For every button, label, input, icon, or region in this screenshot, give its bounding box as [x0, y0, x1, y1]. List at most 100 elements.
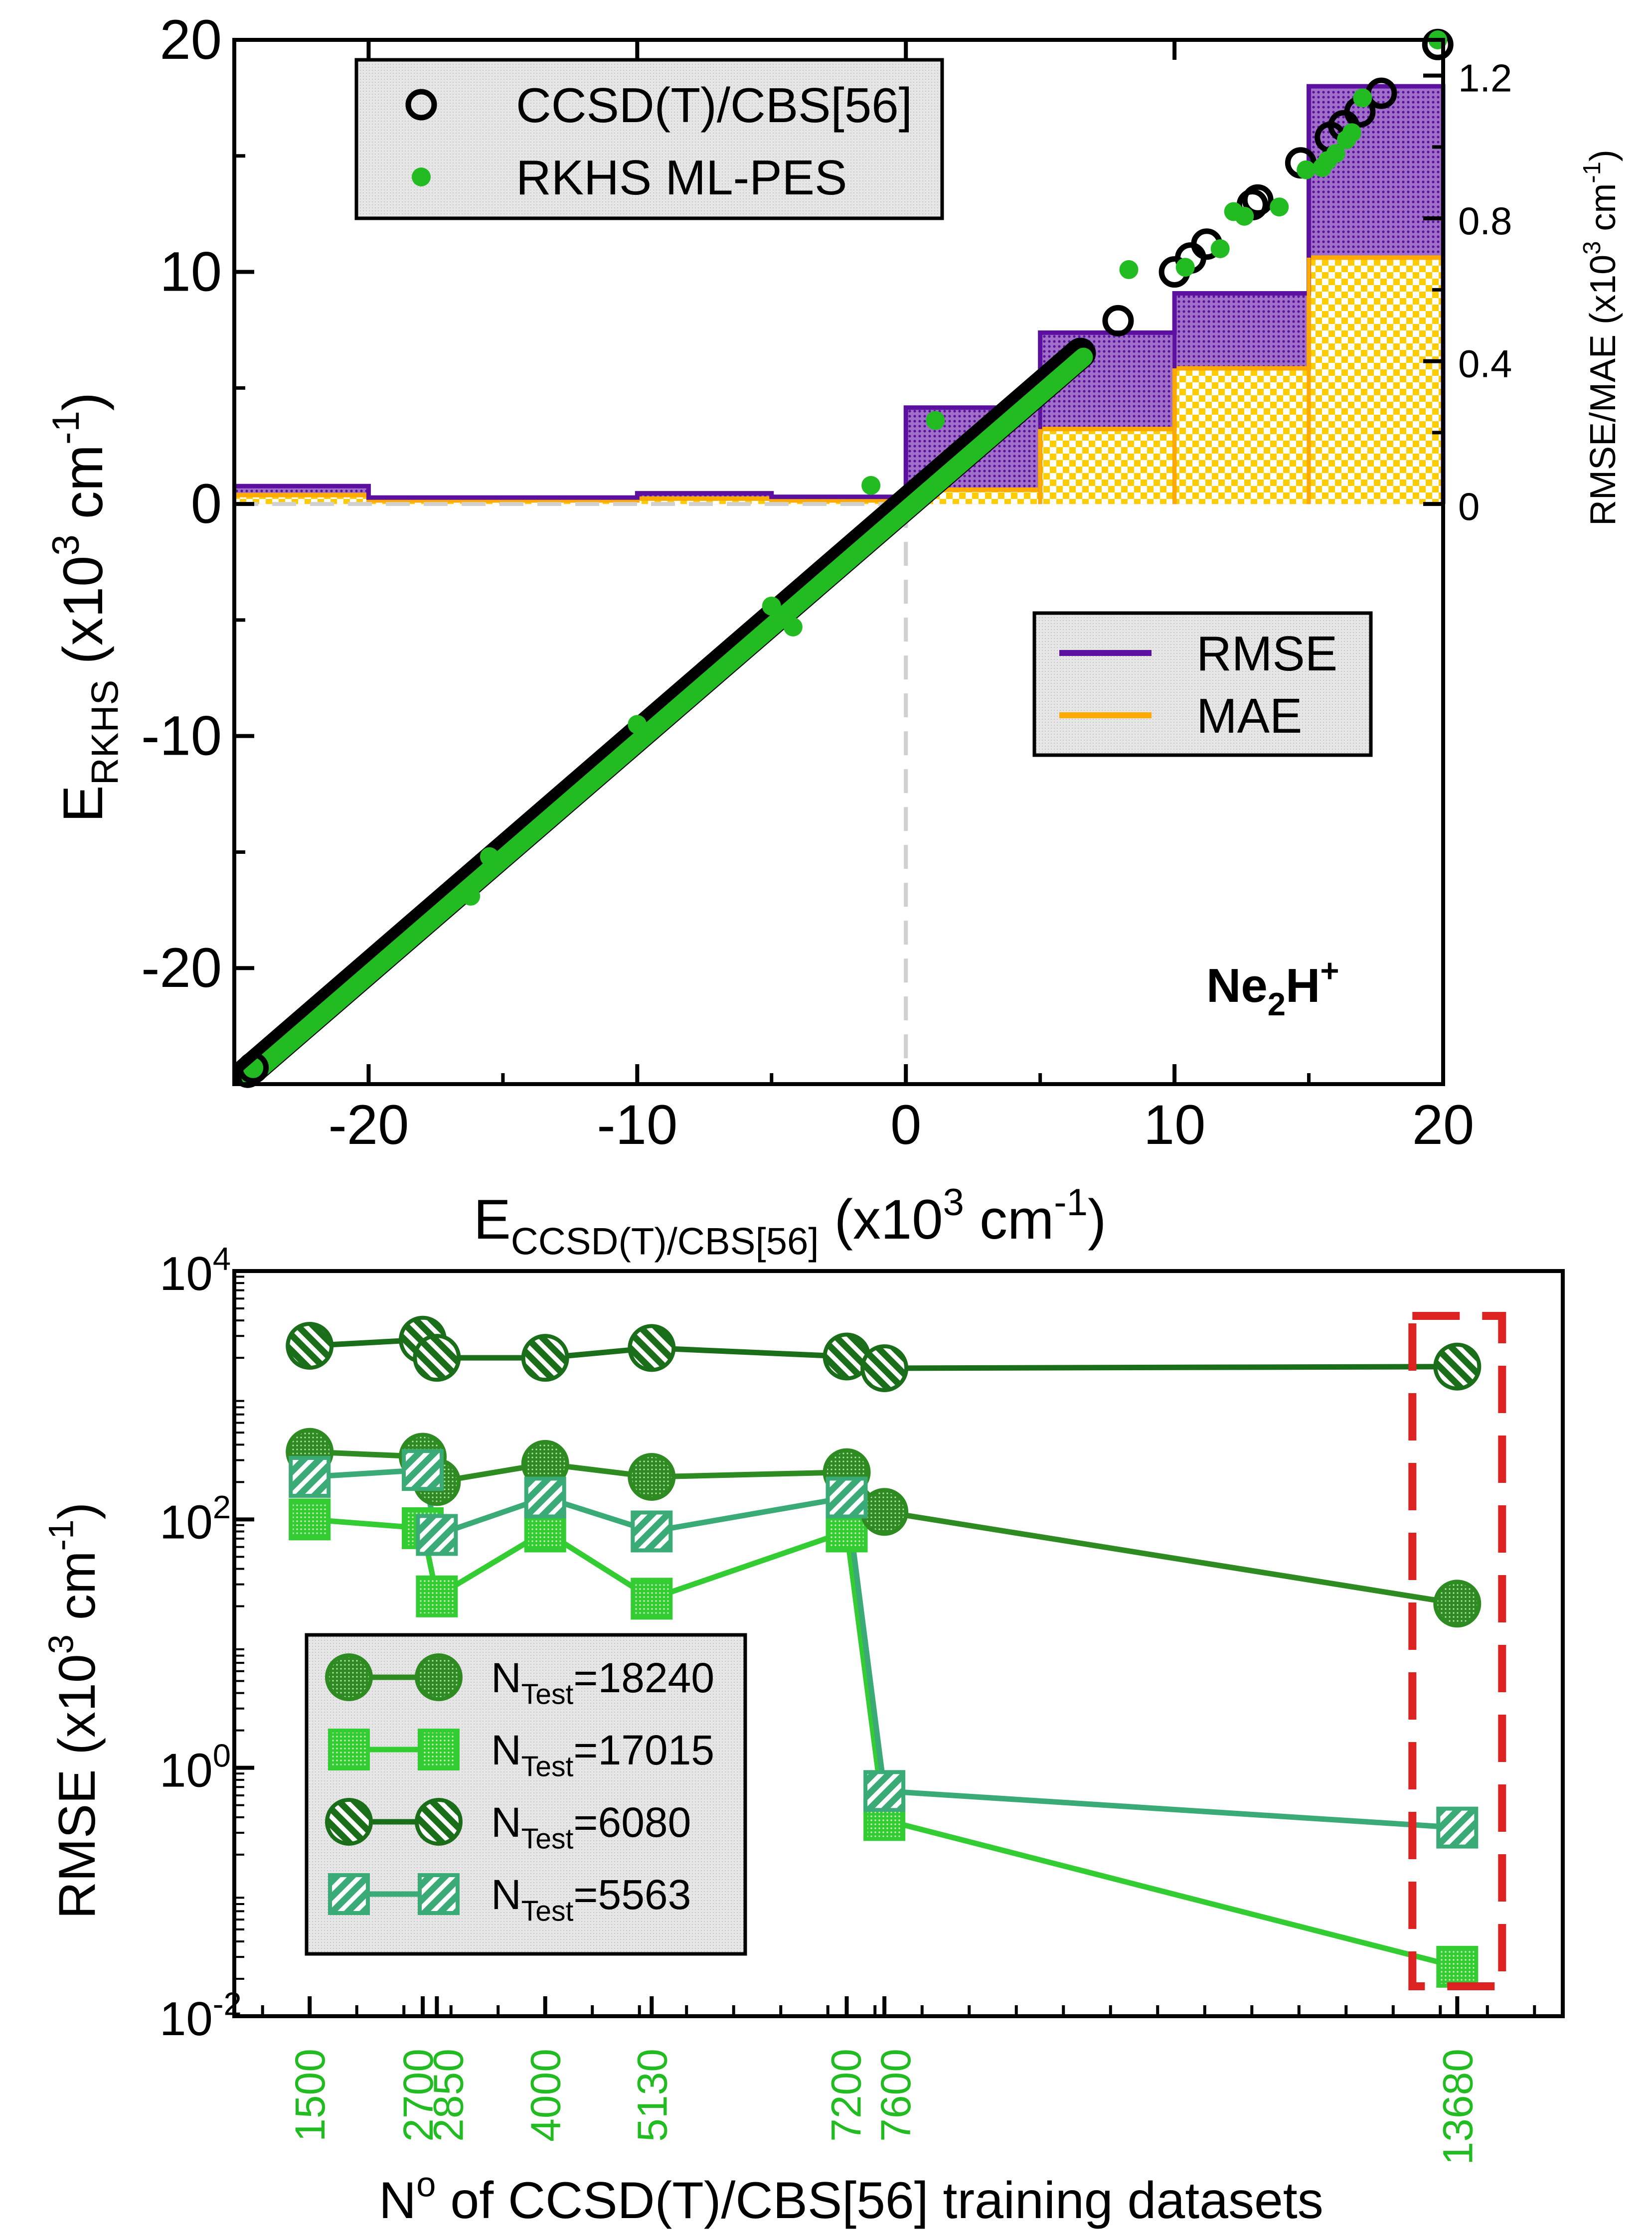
legend-marker: [325, 1798, 373, 1846]
legend-marker: [328, 1873, 370, 1915]
ml-point: [1297, 160, 1316, 179]
ml-point: [1353, 88, 1372, 108]
legend-label: NTest=5563: [491, 1871, 691, 1927]
series-marker: [860, 1488, 909, 1536]
ml-point: [1326, 144, 1345, 163]
ref-point: [237, 1052, 269, 1084]
ml-point: [1119, 260, 1139, 279]
series-marker: [826, 1476, 868, 1519]
legend-mae-label: MAE: [1196, 688, 1302, 743]
legend-label: NTest=18240: [491, 1654, 714, 1711]
y-tick-label: 10-2: [160, 1986, 242, 2046]
ml-point: [480, 847, 499, 866]
x-tick-label: -20: [329, 1094, 409, 1156]
y2-tick-label: 0: [1458, 484, 1480, 528]
bottom-plot-frame: [232, 1269, 1565, 2018]
series-marker: [402, 1449, 444, 1491]
series-marker: [1436, 1806, 1479, 1849]
series-marker: [628, 1324, 676, 1372]
y-tick-label: -10: [141, 705, 222, 767]
y-tick-label: 0: [191, 473, 222, 535]
ref-point: [1242, 184, 1274, 216]
series-marker: [631, 1578, 673, 1620]
ml-point: [1342, 123, 1361, 143]
series-marker: [524, 1510, 566, 1553]
ml-point: [1270, 197, 1289, 217]
x-category-label: 13680: [1434, 2049, 1481, 2165]
x-axis-label: No of CCSD(T)/CBS[56] training datasets: [379, 2164, 1323, 2230]
y-tick-label: -20: [141, 937, 222, 999]
x-category-label: 2850: [425, 2049, 472, 2142]
points-legend-box: [354, 58, 944, 220]
mae-bar: [1309, 257, 1443, 504]
ml-point: [783, 617, 803, 637]
series-marker: [631, 1510, 673, 1553]
series-marker: [289, 1456, 331, 1498]
series-marker: [628, 1453, 676, 1501]
legend-label: NTest=17015: [491, 1727, 714, 1783]
y-tick-label: 100: [160, 1737, 231, 1797]
legend-marker: [415, 1653, 463, 1701]
series-marker: [289, 1498, 331, 1541]
series-marker: [1436, 1945, 1479, 1988]
series-marker: [521, 1334, 569, 1382]
legend-marker: [418, 1873, 460, 1915]
ml-point: [926, 411, 945, 430]
y-tick-label: 20: [160, 8, 222, 71]
ml-point: [1235, 206, 1254, 226]
series-marker: [860, 1344, 909, 1392]
legend-ref-label: CCSD(T)/CBS[56]: [516, 78, 912, 133]
x-category-label: 7600: [872, 2049, 919, 2142]
mae-bar: [1040, 429, 1175, 504]
y2-tick-label: 1.2: [1458, 56, 1512, 100]
ml-point: [861, 476, 881, 495]
top-plot: -20 -10 0 10 20 -20 -10 0 10 20 0 0.4 0.8 1.2 ECCSD(T)…: [45, 8, 1623, 1263]
y2-tick-label: 0.4: [1458, 342, 1512, 386]
x-category-label: 1500: [287, 2049, 333, 2142]
y-tick-label: 10: [160, 241, 222, 303]
ml-point: [1210, 239, 1230, 258]
ml-point: [1175, 258, 1195, 277]
legend-marker: [415, 1798, 463, 1846]
series-marker: [416, 1575, 458, 1617]
mae-bar: [1174, 368, 1309, 504]
x-category-label: 7200: [823, 2049, 870, 2142]
x-tick-label: 20: [1412, 1094, 1475, 1156]
ml-point: [461, 886, 481, 906]
series-marker: [413, 1334, 461, 1382]
legend-marker: [418, 1729, 460, 1770]
x-axis-label: ECCSD(T)/CBS[56] (x103 cm-1): [474, 1181, 1106, 1263]
y-axis-label: RMSE (x103 cm-1): [41, 1502, 106, 1919]
series-marker: [863, 1770, 906, 1812]
series-marker: [1433, 1342, 1482, 1391]
x-category-label: 5130: [629, 2049, 675, 2142]
legend-ref-marker: [405, 89, 437, 121]
x-tick-label: 10: [1144, 1094, 1206, 1156]
legend-marker: [325, 1653, 373, 1701]
y-tick-label: 102: [160, 1489, 231, 1549]
legend-ml-marker: [412, 167, 431, 186]
highlight-box: [1408, 1312, 1506, 1990]
ml-point: [762, 596, 781, 616]
ref-point: [1102, 305, 1134, 336]
x-category-label: 4000: [522, 2049, 569, 2142]
y-tick-label: 104: [160, 1241, 231, 1300]
series-legend-box: [305, 1633, 747, 1956]
legend-ml-label: RKHS ML-PES: [516, 150, 847, 205]
molecule-annotation: Ne2H+: [1206, 953, 1339, 1022]
series-marker: [1433, 1580, 1482, 1628]
legend-label: NTest=6080: [491, 1799, 691, 1855]
ml-point: [628, 715, 647, 734]
y2-axis-label: RMSE/MAE (x103 cm-1): [1579, 150, 1623, 526]
series-marker: [286, 1322, 334, 1370]
y-axis-label: ERKHS (x103 cm-1): [45, 392, 126, 822]
legend-marker: [328, 1729, 370, 1770]
bars-legend-box: [1032, 611, 1373, 757]
mae-bar: [637, 498, 772, 504]
x-category-label: 2700: [395, 2049, 442, 2142]
y2-tick-label: 0.8: [1458, 199, 1512, 243]
series-marker: [416, 1514, 458, 1556]
ml-diagonal: [241, 347, 1093, 1086]
